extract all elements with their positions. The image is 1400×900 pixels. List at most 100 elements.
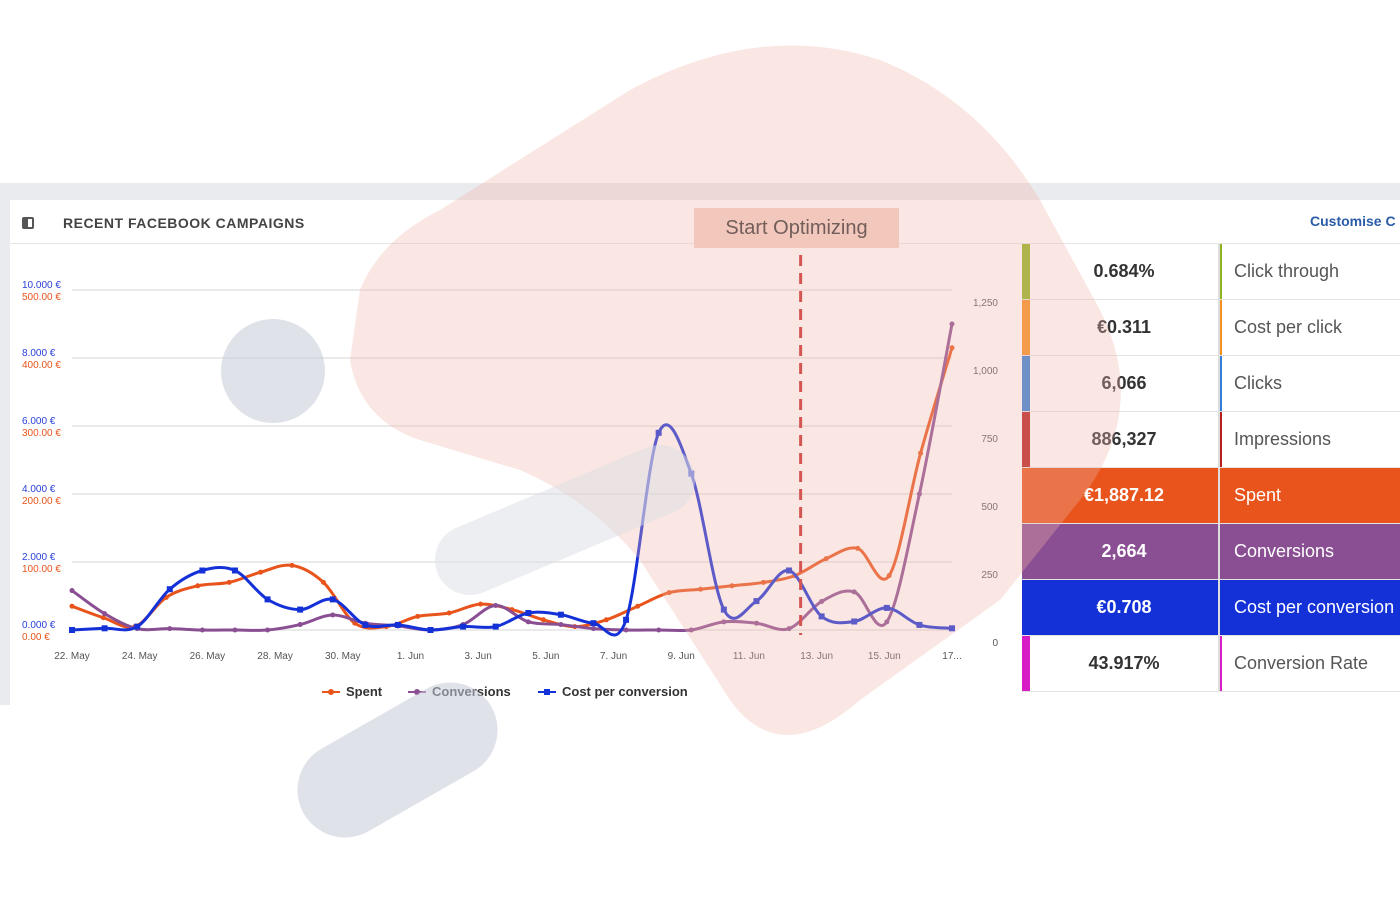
legend-marker-spent (328, 689, 334, 695)
data-point-spent (729, 583, 735, 589)
data-point-spent (760, 579, 766, 585)
data-point-cost-per-conversion (394, 621, 401, 628)
stat-row-conversions[interactable]: 2,664 Conversions (1022, 524, 1400, 580)
y-tick-spent: 300.00 € (22, 428, 61, 439)
stat-color-marker (1022, 412, 1030, 467)
x-tick-label: 30. May (325, 651, 361, 662)
legend-marker-conversions (414, 689, 420, 695)
stat-label: Conversions (1220, 524, 1400, 579)
stat-row-cost-per-click[interactable]: €0.311 Cost per click (1022, 300, 1400, 356)
x-tick-label: 1. Jun (397, 651, 424, 662)
data-point-cost-per-conversion (949, 625, 955, 632)
stat-label: Click through (1220, 244, 1400, 299)
data-point-cost-per-conversion (297, 606, 304, 613)
data-point-conversions (851, 589, 857, 595)
x-tick-label: 13. Jun (800, 651, 833, 662)
data-point-spent (918, 450, 924, 456)
stat-row-conversion-rate[interactable]: 43.917% Conversion Rate (1022, 636, 1400, 692)
data-point-conversions (199, 627, 205, 633)
y-tick-spent: 0.00 € (22, 632, 50, 643)
data-point-cost-per-conversion (69, 627, 75, 633)
start-optimizing-label: Start Optimizing (694, 208, 899, 248)
data-point-conversions (493, 603, 499, 609)
stat-label: Conversion Rate (1220, 636, 1400, 691)
stat-color-marker (1022, 524, 1030, 579)
data-point-conversions (330, 612, 336, 618)
data-point-conversions (949, 321, 955, 327)
data-point-cost-per-conversion (231, 567, 238, 574)
stats-list: 0.684% Click through €0.311 Cost per click 6… (1022, 244, 1400, 692)
stat-color-marker (1022, 468, 1030, 523)
stat-color-marker (1022, 636, 1030, 691)
data-point-cost-per-conversion (883, 604, 890, 611)
data-point-spent (855, 545, 861, 551)
data-point-spent (289, 562, 295, 568)
y-tick-conversions: 1,250 (973, 298, 998, 309)
x-tick-label: 26. May (190, 651, 226, 662)
stat-color-marker (1022, 300, 1030, 355)
data-point-spent (823, 556, 829, 562)
data-point-cost-per-conversion (427, 627, 434, 633)
collapse-panel-icon[interactable] (22, 217, 34, 229)
data-point-spent (446, 610, 452, 616)
y-tick-conversions: 1,000 (973, 366, 998, 377)
y-tick-cost-per-conversion: 4.000 € (22, 484, 56, 495)
data-point-conversions (753, 620, 759, 626)
stat-color-marker (1022, 356, 1030, 411)
legend-label-cost-per-conversion: Cost per conversion (562, 684, 688, 699)
data-point-cost-per-conversion (916, 621, 923, 628)
data-point-cost-per-conversion (264, 596, 271, 603)
stat-row-impressions[interactable]: 886,327 Impressions (1022, 412, 1400, 468)
y-tick-cost-per-conversion: 0.000 € (22, 620, 56, 631)
data-point-cost-per-conversion (199, 567, 206, 574)
data-point-conversions (623, 627, 629, 633)
data-point-cost-per-conversion (101, 625, 108, 632)
data-point-cost-per-conversion (362, 621, 369, 628)
stat-row-spent[interactable]: €1,887.12 Spent (1022, 468, 1400, 524)
data-point-spent (666, 590, 672, 596)
x-tick-label: 5. Jun (532, 651, 559, 662)
data-point-cost-per-conversion (786, 567, 793, 574)
stat-color-marker (1022, 580, 1030, 635)
stat-row-cost-per-conversion[interactable]: €0.708 Cost per conversion (1022, 580, 1400, 636)
x-tick-label: 28. May (257, 651, 293, 662)
y-tick-conversions: 750 (981, 434, 998, 445)
data-point-spent (635, 603, 641, 609)
y-tick-spent: 400.00 € (22, 360, 61, 371)
y-tick-spent: 200.00 € (22, 496, 61, 507)
stat-value: 886,327 (1030, 412, 1220, 467)
stat-value: €0.708 (1030, 580, 1220, 635)
data-point-conversions (558, 622, 564, 628)
stat-value: 43.917% (1030, 636, 1220, 691)
legend-label-conversions: Conversions (432, 684, 511, 699)
stat-label: Spent (1220, 468, 1400, 523)
data-point-spent (226, 579, 232, 585)
stat-label: Impressions (1220, 412, 1400, 467)
data-point-spent (320, 579, 326, 585)
data-point-cost-per-conversion (818, 613, 825, 620)
data-point-spent (195, 583, 201, 589)
y-tick-conversions: 500 (981, 502, 998, 513)
data-point-conversions (297, 622, 303, 628)
customise-link[interactable]: Customise C (1310, 213, 1396, 229)
data-point-cost-per-conversion (655, 429, 662, 436)
y-tick-cost-per-conversion: 10.000 € (22, 280, 61, 291)
campaigns-panel: RECENT FACEBOOK CAMPAIGNS Customise C 0.… (10, 200, 1400, 705)
data-point-conversions (590, 626, 596, 632)
stat-value: €0.311 (1030, 300, 1220, 355)
data-point-spent (415, 613, 421, 619)
data-point-conversions (819, 598, 825, 604)
legend-label-spent: Spent (346, 684, 383, 699)
data-point-cost-per-conversion (623, 616, 630, 623)
data-point-conversions (786, 626, 792, 632)
stat-row-clicks[interactable]: 6,066 Clicks (1022, 356, 1400, 412)
legend-marker-cost-per-conversion (544, 689, 550, 695)
x-tick-label: 17... (942, 651, 961, 662)
stat-value: 6,066 (1030, 356, 1220, 411)
data-point-spent (258, 569, 264, 575)
data-point-conversions (916, 491, 922, 497)
data-point-conversions (265, 627, 271, 633)
data-point-conversions (525, 619, 531, 625)
stat-row-click-through[interactable]: 0.684% Click through (1022, 244, 1400, 300)
y-tick-cost-per-conversion: 8.000 € (22, 348, 56, 359)
